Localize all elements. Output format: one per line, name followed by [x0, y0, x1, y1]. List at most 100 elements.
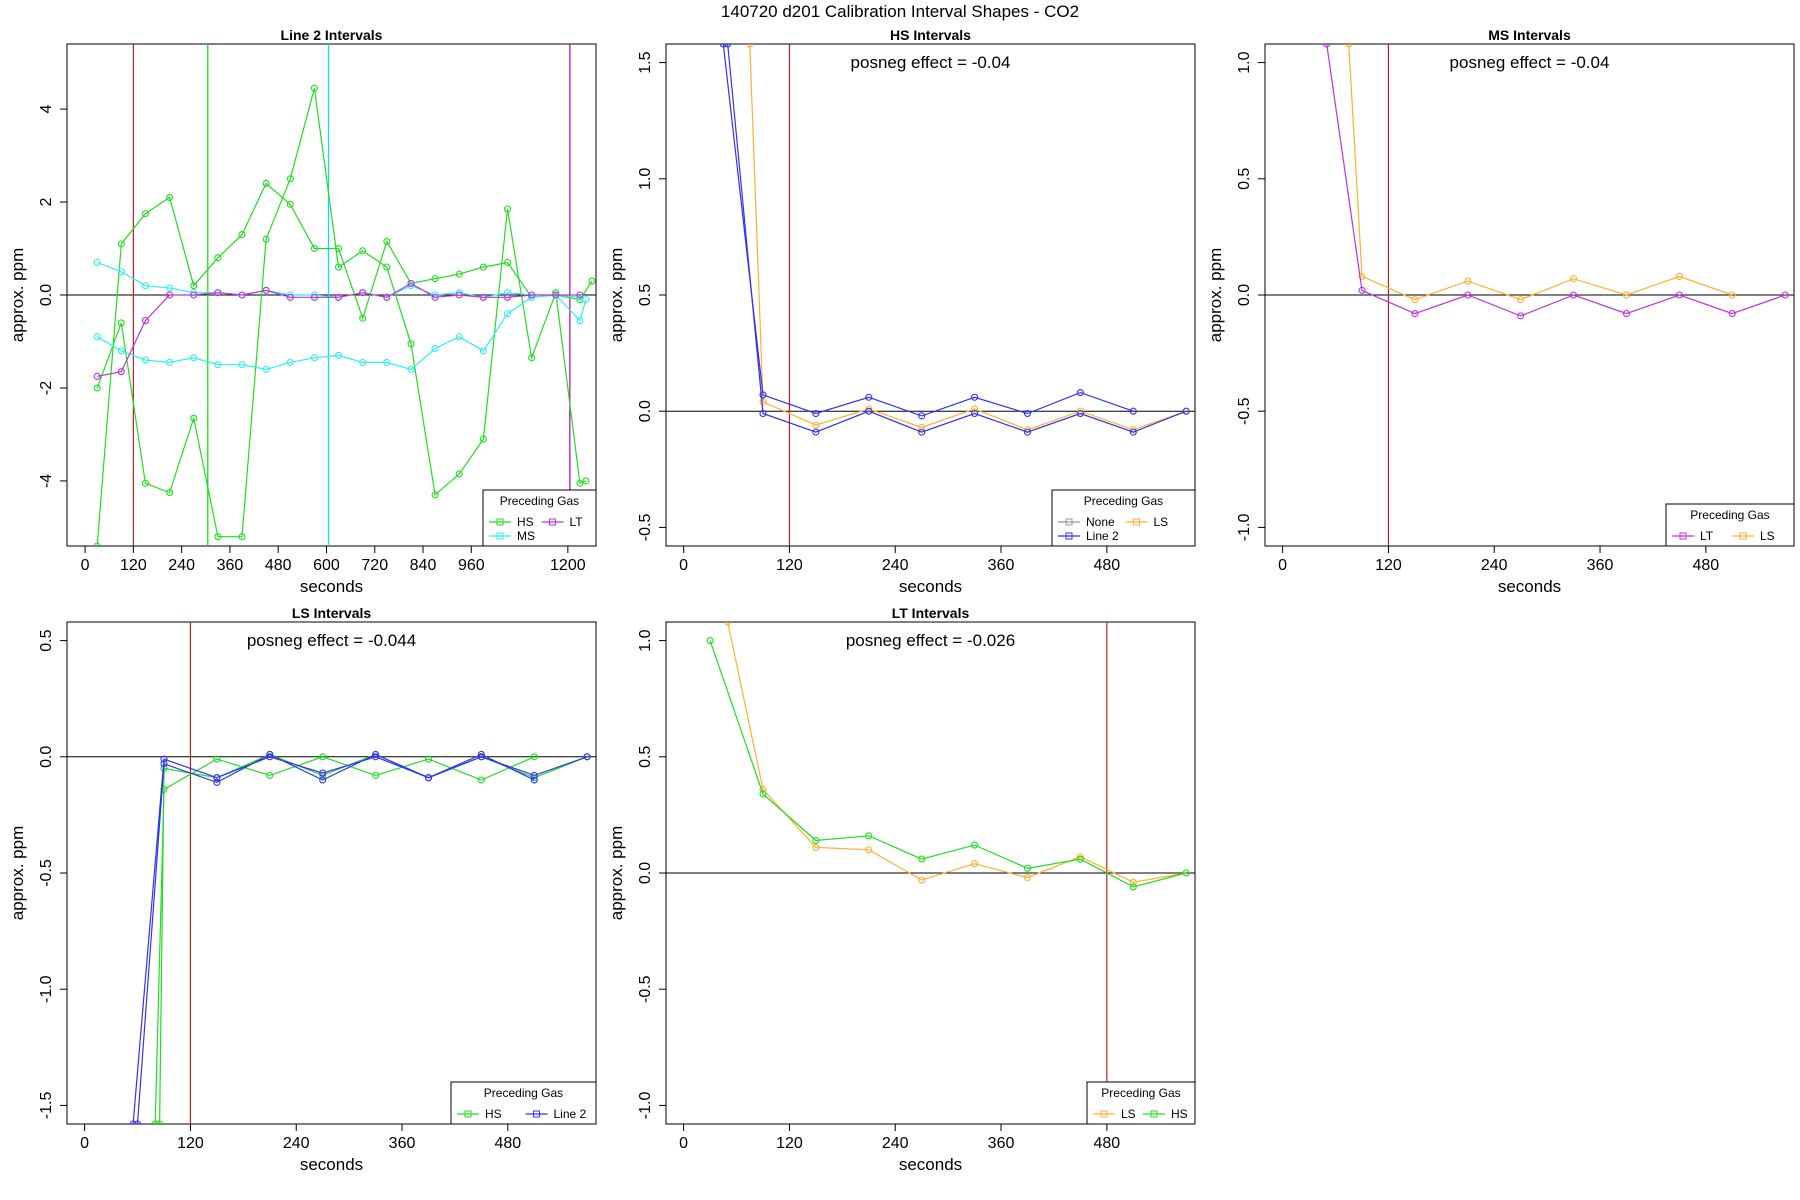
data-point	[503, 205, 512, 213]
data-point	[530, 753, 538, 761]
series-ls	[1345, 44, 1736, 304]
x-tick-label: 0	[679, 1135, 688, 1152]
y-tick-label: -1.0	[1236, 514, 1253, 542]
data-point	[166, 488, 174, 497]
data-point	[141, 282, 149, 290]
data-point	[431, 293, 439, 301]
y-axis-label: approx. ppm	[8, 248, 27, 343]
data-point	[372, 753, 380, 761]
data-point	[918, 428, 926, 436]
x-tick-label: 360	[217, 557, 244, 574]
data-point	[1358, 272, 1366, 280]
y-tick-label: 0.0	[637, 400, 654, 422]
y-tick-label: 0.5	[637, 746, 654, 768]
data-point	[812, 843, 820, 851]
data-point	[1076, 409, 1084, 418]
y-tick-label: 0.5	[1236, 168, 1253, 190]
data-point	[812, 836, 820, 845]
data-point	[1411, 310, 1419, 318]
legend-title: Preceding Gas	[1690, 508, 1769, 522]
legend-box	[450, 1081, 597, 1125]
data-point	[190, 354, 198, 362]
page-title: 140720 d201 Calibration Interval Shapes …	[720, 2, 1080, 21]
data-point	[141, 479, 149, 487]
data-point	[812, 421, 820, 429]
data-point	[266, 771, 274, 779]
data-point	[133, 1120, 142, 1124]
posneg-annotation: posneg effect = -0.044	[247, 631, 416, 650]
data-point	[214, 254, 222, 262]
y-tick-label: 1.5	[637, 51, 654, 73]
data-point	[117, 240, 125, 248]
data-point	[262, 286, 270, 294]
x-tick-label: 360	[988, 1135, 1015, 1152]
legend-label: MS	[517, 529, 535, 543]
x-tick-label: 480	[494, 1135, 521, 1152]
x-tick-label: 120	[1375, 557, 1402, 574]
data-point	[528, 291, 536, 299]
data-point	[190, 282, 198, 290]
data-point	[431, 344, 439, 353]
legend: Preceding Gas None LS Line 2	[1051, 489, 1196, 547]
x-tick-label: 840	[410, 557, 437, 574]
data-point	[383, 237, 391, 246]
series-line	[727, 622, 1187, 883]
data-point	[1023, 428, 1032, 436]
series-line	[96, 88, 587, 538]
data-point	[1182, 407, 1190, 415]
y-tick-label: 0.5	[38, 629, 55, 651]
series-hs	[151, 753, 538, 1124]
data-point	[582, 477, 590, 485]
data-point	[1023, 409, 1032, 418]
data-point	[479, 293, 487, 301]
data-point	[706, 637, 714, 645]
x-tick-label: 360	[389, 1135, 416, 1152]
data-point	[117, 347, 125, 355]
x-tick-label: 240	[882, 557, 909, 574]
chart-panel-2: HS Intervals 0 120 240 360 480 -0.5 0.0 0.5 1.0 1.…	[607, 27, 1196, 596]
data-point	[918, 855, 926, 863]
x-axis-label: seconds	[899, 577, 962, 596]
series-line	[749, 44, 1187, 431]
data-point	[214, 289, 222, 297]
data-point	[1023, 874, 1032, 882]
legend-marker	[549, 518, 556, 526]
series-line	[159, 753, 588, 1124]
legend-marker	[1065, 518, 1073, 526]
data-point	[166, 358, 174, 366]
data-point	[160, 760, 168, 768]
data-point	[1129, 426, 1137, 434]
legend-marker	[496, 518, 504, 526]
data-point	[359, 358, 367, 366]
data-point	[1675, 272, 1683, 280]
legend-label: Line 2	[1086, 529, 1119, 543]
data-point	[1023, 426, 1032, 434]
legend-label: None	[1086, 515, 1115, 529]
data-point	[359, 247, 367, 255]
data-point	[812, 428, 820, 436]
x-tick-label: 480	[1692, 557, 1719, 574]
data-point	[117, 268, 125, 276]
data-point	[582, 296, 590, 304]
data-point	[117, 319, 125, 327]
chart-panel-3: MS Intervals 0 120 240 360 480 -1.0 -0.5 0.0 0.5 1…	[1206, 27, 1795, 596]
chart-title: Line 2 Intervals	[281, 27, 383, 43]
data-point	[238, 231, 246, 239]
data-point	[503, 293, 512, 301]
data-point	[576, 479, 584, 487]
data-point	[576, 293, 584, 301]
x-tick-label: 120	[120, 557, 147, 574]
data-point	[286, 358, 294, 366]
data-point	[1464, 277, 1472, 285]
data-point	[1570, 275, 1578, 283]
data-point	[1781, 291, 1789, 299]
data-point	[93, 542, 101, 546]
x-tick-label: 360	[988, 557, 1015, 574]
y-tick-label: -1.5	[38, 1092, 55, 1120]
legend-box	[1665, 503, 1795, 547]
series-lt	[93, 279, 584, 380]
x-axis-label: seconds	[899, 1155, 962, 1174]
data-point	[865, 405, 873, 413]
data-point	[530, 774, 538, 782]
series-line	[1326, 44, 1786, 317]
